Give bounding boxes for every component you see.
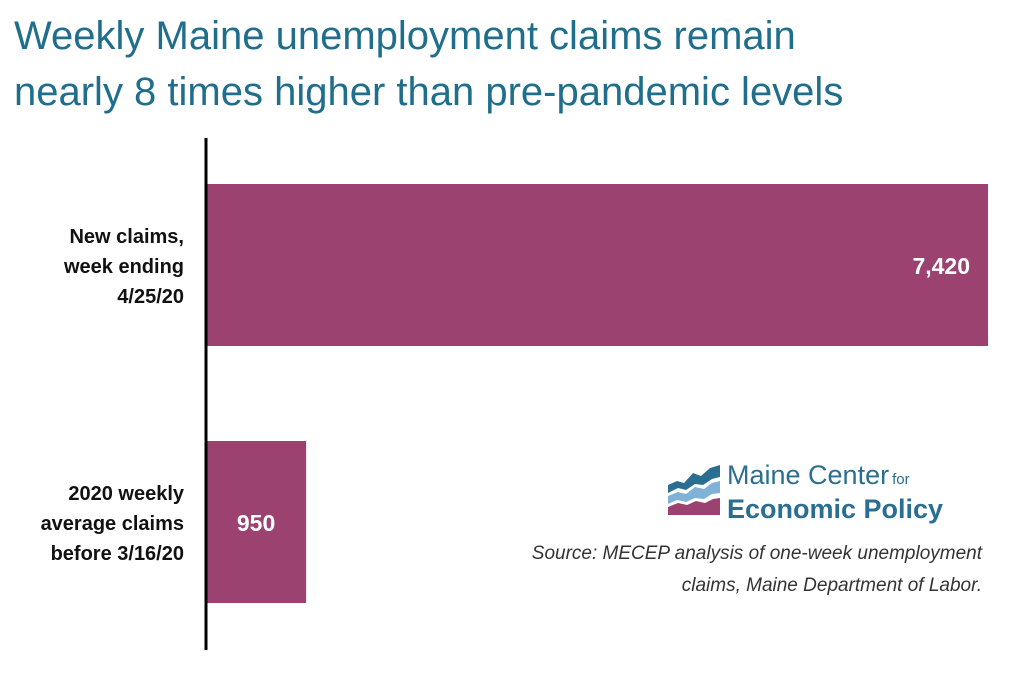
source-line-1: Source: MECEP analysis of one-week unemp… — [531, 543, 982, 564]
chart-title-line-2: nearly 8 times higher than pre-pandemic … — [14, 70, 844, 114]
source-line-2: claims, Maine Department of Labor. — [681, 575, 982, 596]
bar-value-label-1: 7,420 — [912, 253, 970, 279]
category-label-2-line-3: before 3/16/20 — [51, 543, 184, 565]
logo-name: Maine Center — [727, 460, 890, 490]
logo-for: for — [892, 471, 910, 488]
mecep-logo: Maine Center for Economic Policy — [668, 459, 988, 529]
mountain-waves-icon — [668, 465, 720, 515]
category-label-2-line-1: 2020 weekly — [68, 483, 185, 505]
category-label-1-line-2: week ending — [63, 256, 184, 278]
category-label-1: New claims, week ending 4/25/20 — [63, 226, 184, 308]
bar-2 — [206, 441, 307, 603]
bar-value-label-2: 950 — [237, 510, 275, 536]
category-label-1-line-3: 4/25/20 — [117, 286, 184, 308]
logo-text-line-2: Economic Policy — [727, 494, 944, 524]
chart-title: Weekly Maine unemployment claims remain … — [14, 8, 1014, 120]
category-label-2: 2020 weekly average claims before 3/16/20 — [41, 483, 185, 565]
source-note: Source: MECEP analysis of one-week unemp… — [422, 538, 982, 602]
logo-text-line-1: Maine Center for — [727, 459, 910, 496]
bar-1 — [206, 184, 988, 346]
chart-title-line-1: Weekly Maine unemployment claims remain — [14, 14, 796, 58]
category-label-2-line-2: average claims — [41, 513, 184, 535]
category-label-1-line-1: New claims, — [69, 226, 184, 248]
